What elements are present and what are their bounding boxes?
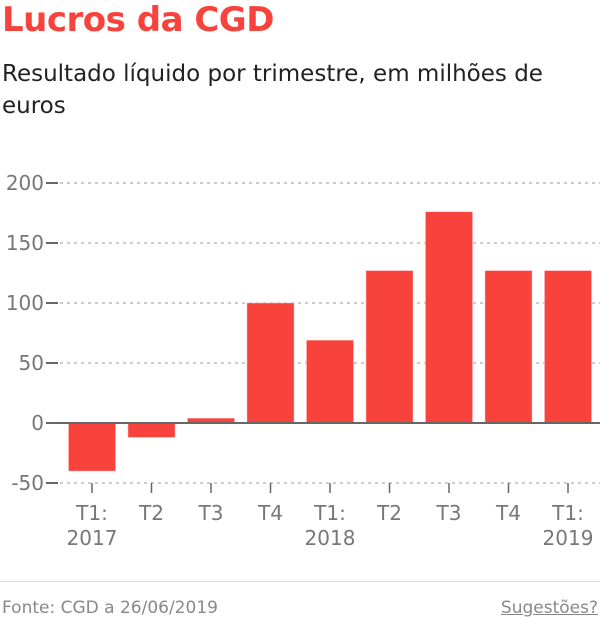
x-tick-label: T3 <box>436 501 462 525</box>
bar <box>365 270 414 424</box>
bar <box>68 422 116 472</box>
y-tick-label: 200 <box>6 171 44 195</box>
y-tick-label: 0 <box>31 411 44 435</box>
y-tick-label: 50 <box>19 351 44 375</box>
x-tick-label: T2 <box>138 501 164 525</box>
bar <box>425 211 473 424</box>
suggestions-link[interactable]: Sugestões? <box>500 598 598 618</box>
x-tick-label: T3 <box>198 501 224 525</box>
y-tick-label: -50 <box>11 471 44 495</box>
footer-divider <box>0 581 600 582</box>
x-tick-label: 2018 <box>305 526 356 550</box>
x-tick-label: 2019 <box>543 526 594 550</box>
chart-title: Lucros da CGD <box>2 0 274 40</box>
bar <box>544 270 592 424</box>
y-tick-label: 150 <box>6 231 44 255</box>
x-tick-label: 2017 <box>67 526 118 550</box>
bar <box>127 422 176 438</box>
bar <box>484 270 533 424</box>
x-tick-label: T1: <box>551 501 584 525</box>
x-tick-label: T4 <box>257 501 283 525</box>
y-tick-label: 100 <box>6 291 44 315</box>
x-tick-label: T2 <box>376 501 402 525</box>
x-tick-label: T4 <box>495 501 521 525</box>
x-tick-label: T1: <box>313 501 346 525</box>
source-text: Fonte: CGD a 26/06/2019 <box>2 598 218 618</box>
chart-subtitle: Resultado líquido por trimestre, em milh… <box>2 61 543 119</box>
bar <box>306 339 354 424</box>
bar <box>246 302 295 424</box>
x-tick-label: T1: <box>75 501 108 525</box>
